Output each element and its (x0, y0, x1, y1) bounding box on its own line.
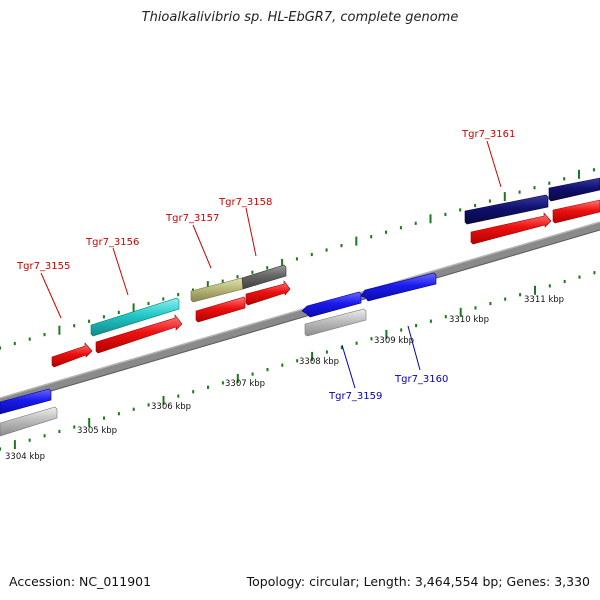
gene-red-b[interactable] (95, 314, 183, 354)
gene-tgr7-3157[interactable] (190, 277, 244, 303)
gene-label-tgr7-3161[interactable]: Tgr7_3161 (461, 129, 515, 140)
leader-3160 (407, 325, 421, 371)
gene-tgr7-3156[interactable] (90, 297, 180, 337)
reverse-inner-genes (0, 272, 437, 415)
genome-summary-text: Topology: circular; Length: 3,464,554 bp… (246, 574, 590, 589)
leader-3158 (245, 207, 257, 257)
gene-tgr7-3161[interactable] (464, 194, 549, 225)
accession-text: Accession: NC_011901 (9, 574, 152, 589)
gene-label-tgr7-3157[interactable]: Tgr7_3157 (165, 213, 219, 224)
gene-tgr7-3158[interactable] (241, 264, 287, 290)
scale-label-3305: 3305 kbp (77, 426, 117, 436)
genome-backbone (0, 221, 600, 407)
gene-red-d[interactable] (245, 280, 291, 306)
leader-3159 (341, 344, 356, 389)
gene-label-tgr7-3155[interactable]: Tgr7_3155 (16, 261, 70, 272)
scale-label-3310: 3310 kbp (449, 315, 489, 325)
leader-3155 (40, 272, 62, 319)
gene-tgr7-3160[interactable] (360, 272, 437, 302)
gene-label-tgr7-3156[interactable]: Tgr7_3156 (85, 237, 139, 248)
label-leader-lines (40, 140, 502, 389)
scale-labels: 3304 kbp 3305 kbp 3306 kbp 3307 kbp 3308… (5, 295, 564, 462)
leader-3156 (112, 247, 129, 296)
gene-labels: Tgr7_3155 Tgr7_3156 Tgr7_3157 Tgr7_3158 … (16, 129, 515, 402)
forward-outer-genes (90, 177, 600, 337)
scale-label-3311: 3311 kbp (524, 295, 564, 305)
reverse-outer-genes (0, 308, 367, 437)
reverse-scale-ticks (0, 271, 596, 451)
scale-label-3308: 3308 kbp (299, 357, 339, 367)
gene-red-c[interactable] (195, 296, 246, 323)
gene-label-tgr7-3160[interactable]: Tgr7_3160 (394, 374, 448, 385)
gene-label-tgr7-3158[interactable]: Tgr7_3158 (218, 197, 272, 208)
gene-red-right-edge[interactable] (552, 199, 600, 224)
forward-scale-ticks (0, 168, 595, 350)
genome-title: Thioalkalivibrio sp. HL-EbGR7, complete … (141, 10, 459, 25)
gene-tgr7-3159[interactable] (301, 291, 362, 318)
gene-lightgray-left-edge[interactable] (0, 406, 58, 437)
gene-navy-right-edge[interactable] (548, 177, 600, 202)
scale-label-3307: 3307 kbp (225, 379, 265, 389)
leader-3161 (486, 140, 502, 188)
gene-red-e[interactable] (470, 212, 552, 245)
forward-inner-genes (51, 199, 600, 368)
scale-label-3306: 3306 kbp (151, 402, 191, 412)
gene-lightgray-mid[interactable] (304, 308, 367, 337)
gene-blue-left-edge[interactable] (0, 388, 52, 415)
scale-label-3304: 3304 kbp (5, 452, 45, 462)
scale-label-3309: 3309 kbp (374, 336, 414, 346)
gene-label-tgr7-3159[interactable]: Tgr7_3159 (328, 391, 382, 402)
leader-3157 (192, 224, 212, 269)
gene-red-a[interactable] (51, 342, 93, 368)
